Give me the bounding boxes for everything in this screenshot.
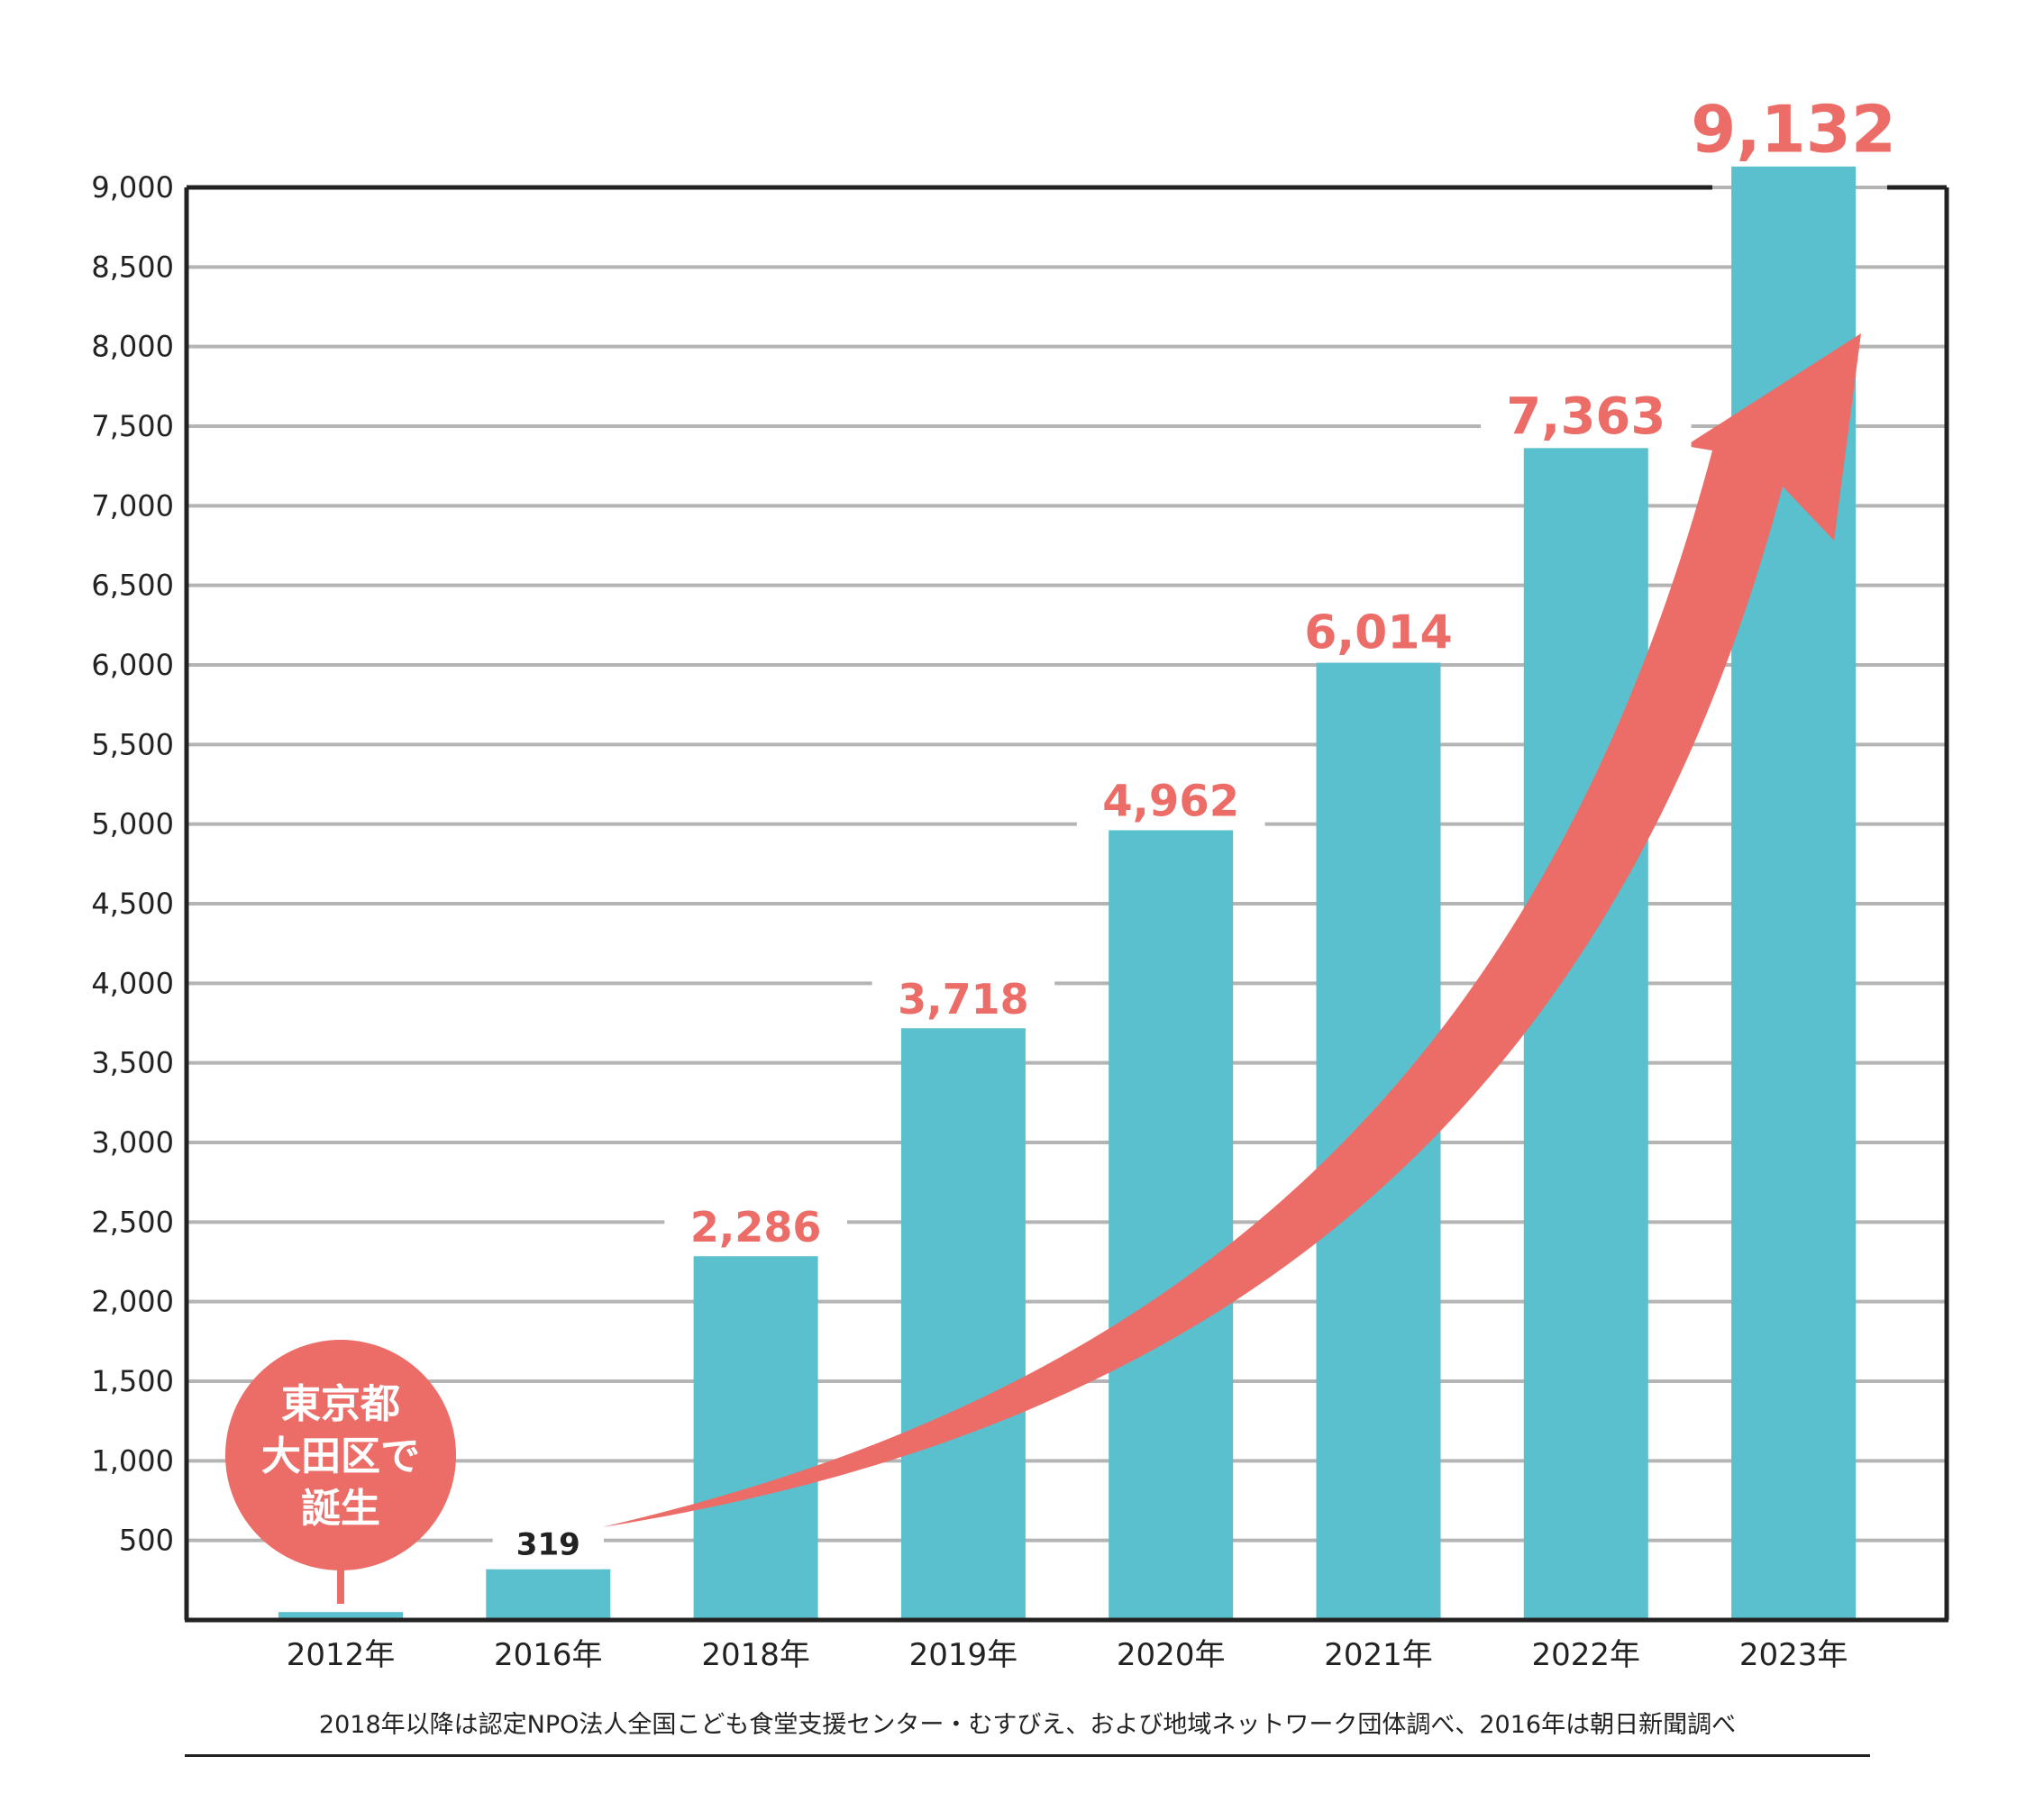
value-label: 7,363 (1506, 387, 1665, 446)
value-label-backing (492, 1518, 604, 1570)
y-tick-label: 7,000 (91, 488, 174, 523)
y-tick-label: 7,500 (91, 409, 174, 443)
y-tick-label: 1,000 (91, 1443, 174, 1478)
y-tick-label: 4,000 (91, 966, 174, 1000)
y-tick-label: 3,500 (91, 1046, 174, 1080)
value-label: 2,286 (690, 1203, 822, 1251)
bar (486, 1569, 611, 1620)
plot-frame (184, 185, 1949, 1623)
y-tick-label: 4,500 (91, 887, 174, 921)
source-underline (185, 1754, 1870, 1757)
value-label: 3,718 (898, 975, 1029, 1024)
callout-text-line: 誕生 (301, 1486, 380, 1532)
y-tick-label: 2,500 (91, 1205, 174, 1239)
trend-arrow-shape (602, 333, 1861, 1527)
y-tick-label: 9,000 (91, 170, 174, 205)
value-label-backing (664, 1195, 847, 1257)
y-tick-label: 3,000 (91, 1125, 174, 1160)
value-label-backing (1076, 767, 1265, 831)
callout-circle (225, 1340, 456, 1570)
bar (278, 1612, 403, 1620)
y-tick-label: 500 (119, 1524, 174, 1558)
value-label: 319 (516, 1527, 580, 1563)
x-tick-label: 2023年 (1739, 1637, 1848, 1673)
value-label-backing (1481, 378, 1692, 449)
value-label: 9,132 (1691, 92, 1896, 168)
x-tick-label: 2020年 (1117, 1637, 1226, 1673)
value-label-backing (871, 967, 1055, 1029)
y-tick-label: 1,500 (91, 1364, 174, 1398)
source-note: 2018年以降は認定NPO法人全国こども食堂支援センター・むすびえ、および地域ネ… (318, 1711, 1737, 1739)
value-label-backing (1665, 81, 1921, 167)
value-label: 6,014 (1304, 606, 1452, 660)
trend-arrow (602, 333, 1861, 1527)
bars (278, 166, 1857, 1621)
callout-text-line: 東京都 (281, 1381, 400, 1427)
x-tick-label: 2012年 (287, 1637, 396, 1673)
y-tick-label: 8,500 (91, 250, 174, 284)
bar (1523, 448, 1648, 1620)
x-tick-label: 2021年 (1324, 1637, 1433, 1673)
value-label-backing (1278, 596, 1479, 663)
x-tick-label: 2018年 (701, 1637, 810, 1673)
y-tick-label: 2,000 (91, 1285, 174, 1319)
x-axis-labels: 2012年 2016年 2018年 2019年 2020年 2021年 2022年 2023年 (287, 1637, 1848, 1673)
y-tick-label: 6,000 (91, 648, 174, 682)
value-labels: 319 2,286 3,718 4,962 6,014 7,363 9,132 (492, 81, 1921, 1570)
bar (693, 1256, 818, 1620)
y-tick-label: 8,000 (91, 330, 174, 364)
callout-text-line: 大田区で (261, 1433, 420, 1479)
bar (900, 1028, 1026, 1620)
y-tick-label: 5,500 (91, 727, 174, 761)
y-tick-label: 6,500 (91, 569, 174, 603)
x-tick-label: 2022年 (1532, 1637, 1641, 1673)
x-tick-label: 2016年 (494, 1637, 603, 1673)
y-axis-ticks: 500 1,000 1,500 2,000 2,500 3,000 3,500 4,000 4,… (91, 170, 174, 1558)
y-tick-label: 5,000 (91, 807, 174, 842)
bar (1109, 830, 1234, 1620)
value-label: 4,962 (1102, 776, 1239, 826)
x-tick-label: 2019年 (909, 1637, 1018, 1673)
